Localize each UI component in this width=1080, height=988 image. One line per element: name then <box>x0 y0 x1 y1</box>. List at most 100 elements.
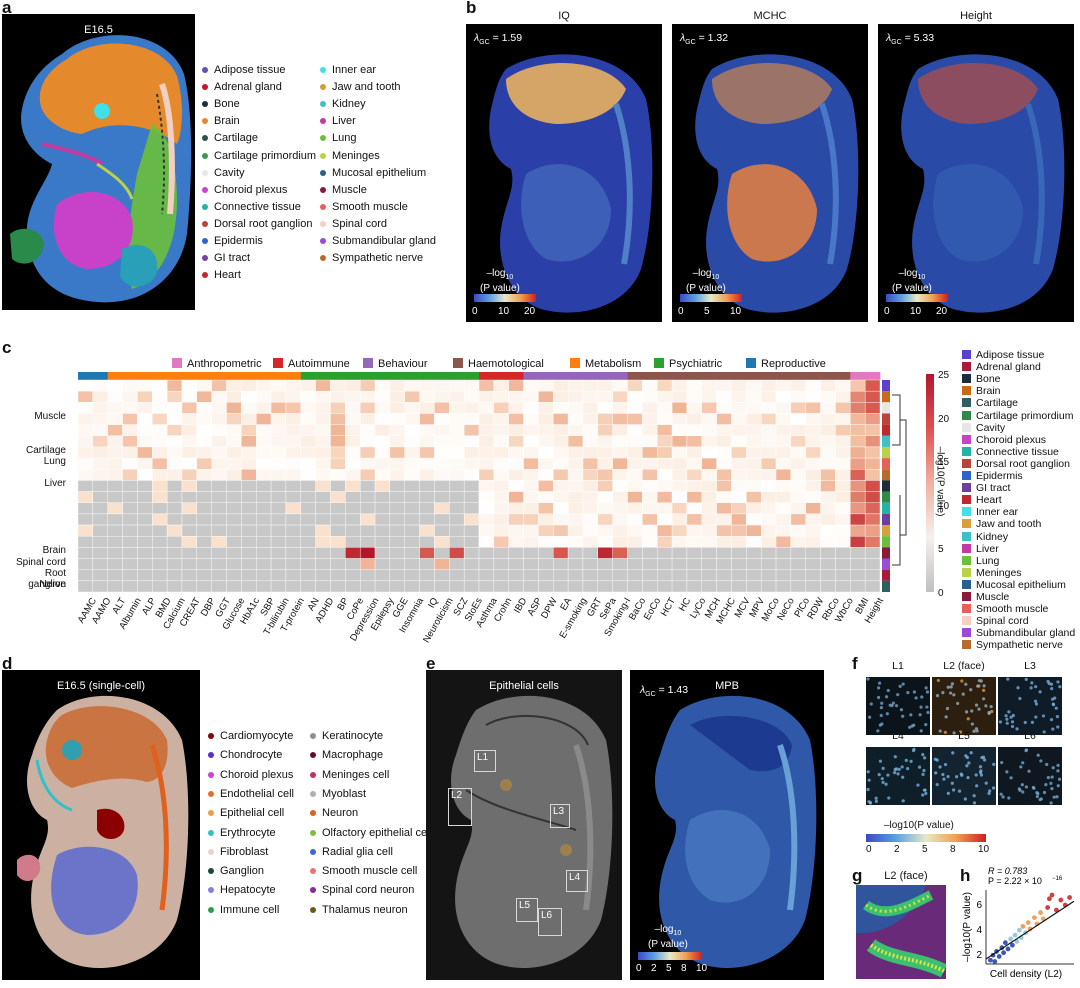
legend-dot <box>208 887 214 894</box>
legend-d-label: Radial glia cell <box>322 845 393 858</box>
heatmap-cell <box>137 402 153 414</box>
heatmap-cell <box>835 524 851 537</box>
tile-title: L6 <box>1024 730 1036 742</box>
heatmap-cell <box>434 469 450 481</box>
heatmap-cell <box>330 457 346 470</box>
heatmap-cell <box>701 502 717 515</box>
legend-dot <box>320 220 326 227</box>
legend-d-label: Choroid plexus <box>220 768 294 781</box>
heatmap-cell <box>671 446 688 459</box>
tissue-label: GI tract <box>976 482 1011 495</box>
heatmap-cell <box>850 390 866 403</box>
heatmap-cell <box>716 558 732 570</box>
heatmap-cell <box>731 402 747 414</box>
heatmap-cell <box>523 547 539 559</box>
heatmap-cell <box>449 580 465 593</box>
heatmap-cell <box>404 491 420 503</box>
heatmap-cell <box>597 446 613 459</box>
heatmap-cell <box>760 379 777 392</box>
heatmap-tissue-strip <box>882 458 890 470</box>
legend-a-item: Cartilage <box>202 132 258 145</box>
tile-texture <box>866 677 930 735</box>
heatmap-category-strip <box>790 372 807 380</box>
heatmap-cell <box>835 446 851 459</box>
heatmap-cell <box>567 435 584 448</box>
panel-b-map: λGC = 1.32 –log10 (P value) 0 5 10 <box>672 24 868 322</box>
tissue-label: Lung <box>976 554 1000 567</box>
heatmap-cell <box>419 379 435 392</box>
heatmap-cell <box>731 558 747 570</box>
heatmap-cell <box>538 402 554 414</box>
heatmap-cell <box>582 547 599 559</box>
scatter-point <box>1067 895 1072 900</box>
heatmap-cell <box>508 402 524 414</box>
heatmap-cell <box>92 379 108 392</box>
tissue-swatch <box>962 616 971 626</box>
heatmap-cell <box>493 513 509 526</box>
heatmap-cell <box>226 524 242 537</box>
panel-b-colorbar-tick: 20 <box>524 306 536 317</box>
panel-b-embryo-illustration <box>901 54 1065 313</box>
heatmap-cell <box>864 536 881 548</box>
heatmap-cell <box>850 502 866 515</box>
legend-a-item: Meninges <box>320 150 380 163</box>
heatmap-cell <box>315 413 331 425</box>
heatmap-cell <box>449 469 465 481</box>
heatmap-cell <box>270 390 287 403</box>
heatmap-cell <box>226 480 242 492</box>
tile-title: L3 <box>1024 660 1036 672</box>
heatmap-cell <box>805 413 821 425</box>
heatmap-cell <box>404 569 420 582</box>
heatmap-cell <box>835 491 851 503</box>
heatmap-cell <box>820 580 836 593</box>
heatmap-cell <box>107 457 123 470</box>
heatmap-cell <box>122 491 138 503</box>
heatmap-cell <box>746 390 762 403</box>
heatmap-cell <box>835 424 851 436</box>
legend-a-item: Epidermis <box>202 235 263 248</box>
heatmap-cell <box>345 524 361 537</box>
panel-f-colorbar-tick: 0 <box>866 844 872 855</box>
tissue-legend-item: Mucosal epithelium <box>962 579 1066 591</box>
heatmap-cell <box>226 390 242 403</box>
heatmap-cell <box>790 379 806 392</box>
legend-a-item: Sympathetic nerve <box>320 252 423 265</box>
heatmap-cell <box>152 524 168 537</box>
heatmap-cell <box>835 580 851 593</box>
panel-b-map: λGC = 5.33 –log10 (P value) 0 10 20 <box>878 24 1074 322</box>
legend-dot <box>208 771 214 778</box>
heatmap-cell <box>211 469 227 481</box>
heatmap-cell <box>657 513 673 526</box>
heatmap-cell <box>330 480 346 492</box>
heatmap-cell <box>107 536 123 548</box>
heatmap-cell <box>642 480 658 492</box>
tissue-label: Sympathetic nerve <box>976 639 1063 652</box>
heatmap-cell <box>746 491 762 503</box>
tile-texture <box>998 747 1062 805</box>
heatmap-cell <box>270 413 287 425</box>
heatmap-cell <box>122 390 138 403</box>
legend-a-item: GI tract <box>202 252 250 265</box>
heatmap-cell <box>775 580 792 593</box>
tissue-legend-item: Liver <box>962 543 999 555</box>
heatmap-cell <box>181 446 198 459</box>
heatmap-cell <box>181 435 198 448</box>
heatmap-cell <box>597 547 613 559</box>
heatmap-cell <box>523 480 539 492</box>
legend-d-label: Immune cell <box>220 903 280 916</box>
heatmap-cell <box>775 513 792 526</box>
heatmap-cell <box>820 547 836 559</box>
heatmap-cell <box>256 580 272 593</box>
panel-f-colorbar-tick: 10 <box>978 844 990 855</box>
panel-h-scatter: 2 4 6 Cell density (L2) –log10(P value) R = 0… <box>962 866 1075 980</box>
tissue-label: Mucosal epithelium <box>976 578 1066 591</box>
heatmap-cell <box>538 457 554 470</box>
legend-a-item: Heart <box>202 269 241 282</box>
heatmap-cell <box>790 457 806 470</box>
heatmap-cell <box>270 524 287 537</box>
heatmap-cell <box>196 547 212 559</box>
heatmap-cell <box>181 502 198 515</box>
heatmap-cell <box>775 524 792 537</box>
heatmap-cell <box>553 513 569 526</box>
annotation-p-exponent: −16 <box>1052 876 1063 882</box>
